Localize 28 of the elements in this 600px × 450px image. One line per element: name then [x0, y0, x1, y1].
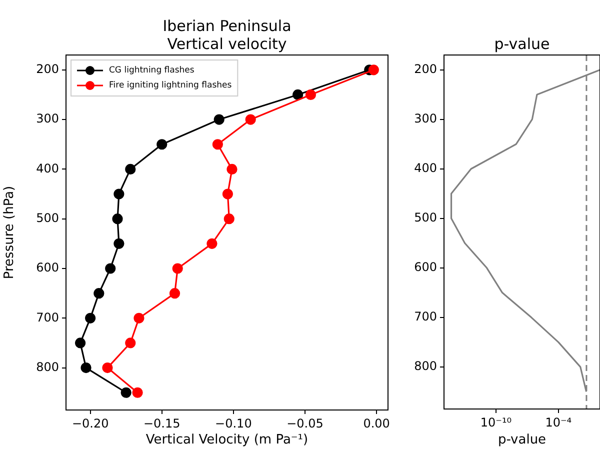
- chart-title: p-value: [494, 35, 550, 53]
- x-tick-label: 10⁻⁴: [545, 415, 572, 430]
- y-tick-label: 800: [414, 359, 437, 374]
- y-tick-label: 800: [36, 360, 59, 374]
- x-tick-label: 0.00: [363, 416, 390, 430]
- y-tick-label: 200: [36, 62, 59, 76]
- x-tick-label: 10⁻¹⁰: [480, 415, 512, 430]
- x-tick-label: −0.10: [215, 416, 252, 430]
- x-tick-label: −0.15: [143, 416, 180, 430]
- chart-title: Iberian Peninsula Vertical velocity: [162, 17, 292, 53]
- x-axis-title: Vertical Velocity (m Pa⁻¹): [146, 432, 308, 448]
- x-axis-title: p-value: [498, 432, 546, 448]
- x-tick-label: −0.20: [72, 416, 109, 430]
- y-tick-label: 300: [414, 111, 437, 126]
- y-tick-label: 500: [36, 210, 59, 225]
- y-tick-label: 400: [414, 161, 437, 175]
- y-axis-title: Pressure (hPa): [2, 186, 18, 280]
- y-tick-label: 400: [36, 161, 59, 176]
- y-tick-label: 600: [414, 260, 437, 274]
- legend-label: Fire igniting lightning flashes: [109, 80, 232, 91]
- y-tick-label: 700: [36, 310, 59, 324]
- y-tick-label: 600: [36, 260, 59, 275]
- y-tick-label: 700: [414, 310, 437, 324]
- y-tick-label: 200: [414, 62, 437, 76]
- legend-label: CG lightning flashes: [109, 66, 195, 76]
- y-tick-label: 500: [414, 210, 437, 225]
- y-tick-label: 300: [36, 112, 59, 126]
- x-tick-label: −0.05: [286, 416, 324, 430]
